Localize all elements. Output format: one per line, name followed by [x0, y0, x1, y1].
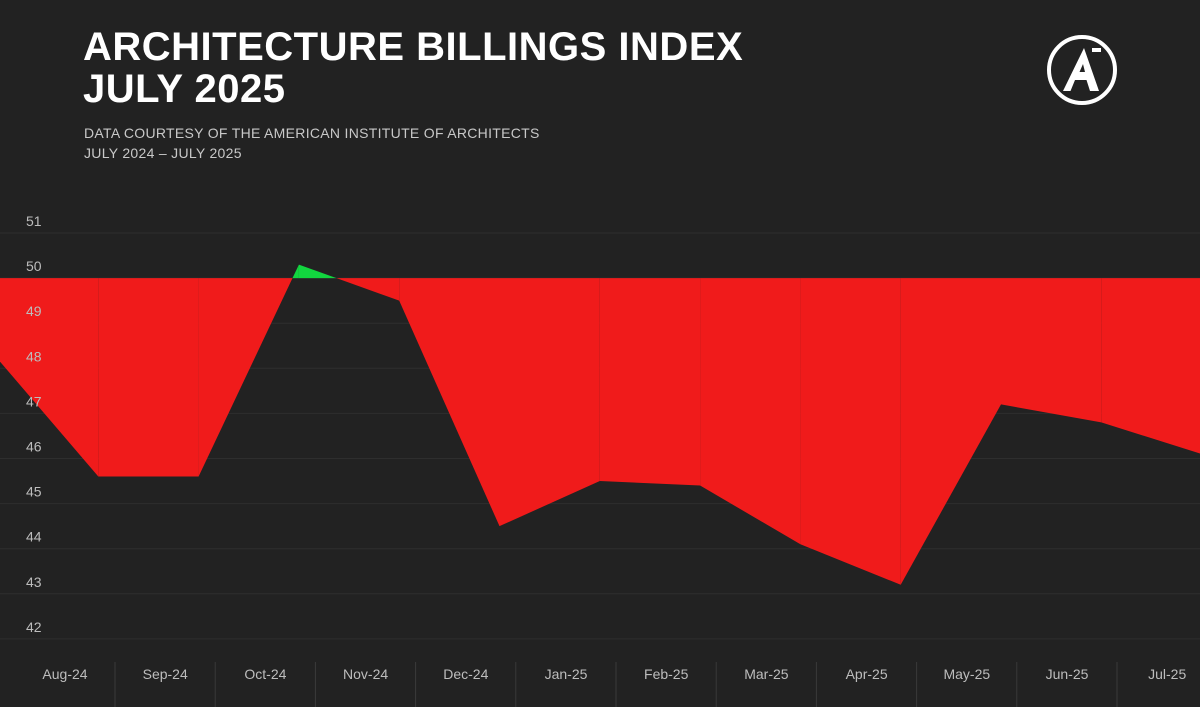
area-segment-2b	[292, 264, 299, 279]
y-tick-label-48: 48	[26, 348, 42, 364]
x-tick-label-Dec-24: Dec-24	[443, 666, 488, 682]
x-tick-label-Jul-25: Jul-25	[1148, 666, 1186, 682]
y-axis-ticks: 42 43 44 45 46 47 48 49 50 51	[26, 213, 42, 635]
area-segment-5	[499, 278, 600, 527]
y-tick-label-44: 44	[26, 529, 42, 545]
y-tick-label-49: 49	[26, 303, 42, 319]
x-tick-label-Jun-25: Jun-25	[1046, 666, 1089, 682]
area-segment-3b	[336, 278, 400, 301]
y-tick-label-45: 45	[26, 484, 42, 500]
area-segment-7	[700, 278, 801, 545]
subtitle-line-2: JULY 2024 – JULY 2025	[84, 145, 242, 161]
area-segment-3a	[298, 264, 337, 279]
x-tick-label-May-25: May-25	[943, 666, 990, 682]
x-tick-label-Mar-25: Mar-25	[744, 666, 789, 682]
y-tick-label-51: 51	[26, 213, 42, 229]
y-tick-label-43: 43	[26, 574, 42, 590]
x-tick-label-Feb-25: Feb-25	[644, 666, 689, 682]
area-segment-2a	[198, 278, 293, 477]
area-series	[0, 264, 1200, 585]
y-tick-label-47: 47	[26, 393, 42, 409]
subtitle-line-1: DATA COURTESY OF THE AMERICAN INSTITUTE …	[84, 125, 540, 141]
x-tick-label-Aug-24: Aug-24	[42, 666, 87, 682]
area-segment-9	[900, 278, 1001, 585]
chart-title: ARCHITECTURE BILLINGS INDEX JULY 2025	[83, 26, 743, 110]
area-segment-8	[800, 278, 901, 585]
x-tick-label-Apr-25: Apr-25	[846, 666, 888, 682]
x-tick-label-Oct-24: Oct-24	[244, 666, 286, 682]
area-segment-4	[399, 278, 500, 527]
chart-subtitle: DATA COURTESY OF THE AMERICAN INSTITUTE …	[84, 123, 540, 163]
y-tick-label-46: 46	[26, 439, 42, 455]
y-tick-label-50: 50	[26, 258, 42, 274]
title-line-2: JULY 2025	[83, 67, 286, 111]
archdaily-a-logo-icon[interactable]	[1046, 34, 1118, 106]
area-segment-6	[599, 278, 701, 486]
area-segment-1	[98, 278, 199, 477]
area-segment-10	[1001, 278, 1102, 423]
y-tick-label-42: 42	[26, 619, 42, 635]
x-tick-label-Nov-24: Nov-24	[343, 666, 388, 682]
x-tick-label-Sep-24: Sep-24	[143, 666, 188, 682]
x-axis-ticks: Aug-24 Sep-24 Oct-24 Nov-24 Dec-24 Jan-25 Feb-…	[42, 662, 1186, 707]
x-tick-label-Jan-25: Jan-25	[545, 666, 588, 682]
area-segment-0	[0, 278, 99, 477]
title-line-1: ARCHITECTURE BILLINGS INDEX	[83, 25, 744, 69]
area-segment-11	[1101, 278, 1200, 454]
